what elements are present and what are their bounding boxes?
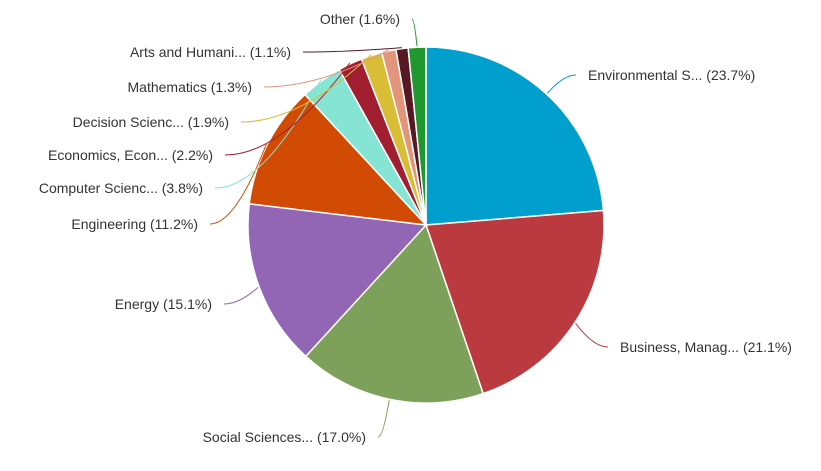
slice-label: Business, Manag... (21.1%) [620,339,792,355]
leader-lines [209,18,609,438]
pie-slices [247,46,605,404]
slice-label: Economics, Econ... (2.2%) [48,147,213,163]
leader-line [377,400,390,438]
leader-line [214,79,322,189]
slice-label: Engineering (11.2%) [71,216,198,232]
leader-line [223,286,259,305]
leader-line [411,18,418,47]
slice-label: Mathematics (1.3%) [128,79,252,95]
slice-labels: Environmental S... (23.7%) Business, Mana… [39,11,792,445]
pie-slice [407,46,427,226]
leader-line [209,143,267,225]
slice-label: Environmental S... (23.7%) [588,67,755,83]
pie-slice [304,223,485,404]
pie-slice [425,46,605,226]
slice-label: Social Sciences... (17.0%) [203,429,366,445]
leader-line [224,62,351,156]
slice-label: Computer Scienc... (3.8%) [39,180,203,196]
leader-line [263,49,389,88]
leader-line [302,47,402,53]
pie-slice [247,202,428,358]
leader-line [575,322,609,348]
pie-slice [424,209,605,395]
leader-line [546,74,577,94]
slice-label: Energy (15.1%) [115,296,212,312]
pie-slice [248,93,428,226]
leader-line [240,54,372,123]
slice-label: Decision Scienc... (1.9%) [73,114,229,130]
slice-label: Arts and Humani... (1.1%) [130,44,291,60]
slice-label: Other (1.6%) [320,11,400,27]
